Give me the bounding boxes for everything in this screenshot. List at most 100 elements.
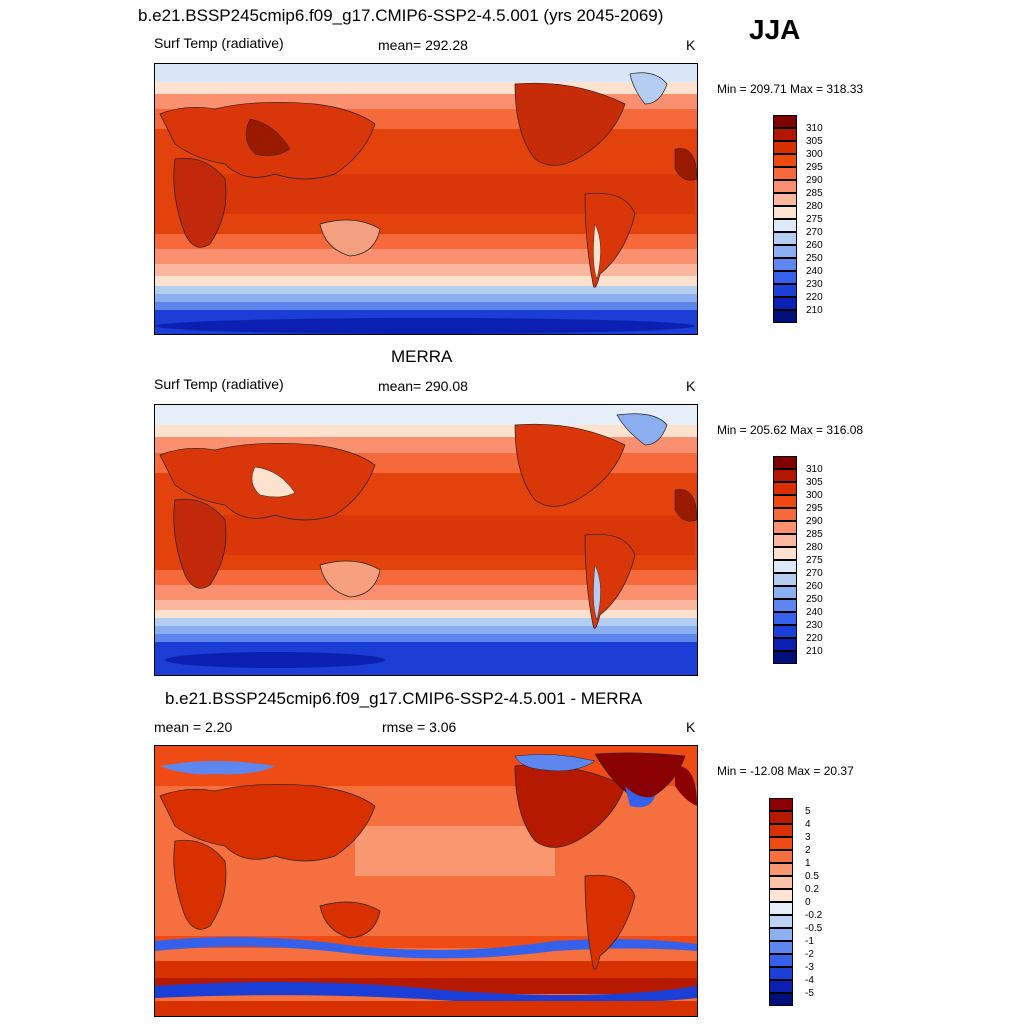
panel1-colorbar-tick-label: 270 xyxy=(806,227,823,238)
panel2-map-field xyxy=(155,405,697,675)
panel2-colorbar-tick-label: 285 xyxy=(806,529,823,540)
panel1-colorbar xyxy=(773,115,797,323)
panel3-colorbar-tick-label: 0 xyxy=(805,897,811,908)
panel2-colorbar-tick-label: 270 xyxy=(806,568,823,579)
panel3-colorbar-box xyxy=(769,798,793,811)
panel2-colorbar-box xyxy=(773,495,797,508)
panel2-colorbar-tick-label: 250 xyxy=(806,594,823,605)
panel2-colorbar-tick-label: 295 xyxy=(806,503,823,514)
panel2-colorbar-box xyxy=(773,599,797,612)
panel2-map xyxy=(154,404,698,676)
panel1-colorbar-tick-label: 295 xyxy=(806,162,823,173)
panel1-colorbar-tick-label: 300 xyxy=(806,149,823,160)
season-label: JJA xyxy=(749,14,801,45)
panel1-colorbar-box xyxy=(773,232,797,245)
panel1-colorbar-tick-label: 240 xyxy=(806,266,823,277)
panel2-colorbar-box xyxy=(773,482,797,495)
panel1-colorbar-box xyxy=(773,284,797,297)
panel2-colorbar-box xyxy=(773,573,797,586)
panel3-map xyxy=(154,745,698,1017)
panel1-colorbar-box xyxy=(773,219,797,232)
panel1-colorbar-box xyxy=(773,206,797,219)
panel3-colorbar-tick-label: -0.5 xyxy=(805,923,823,934)
panel2-colorbar-box xyxy=(773,586,797,599)
panel1-colorbar-box xyxy=(773,180,797,193)
panel1-mean-label: mean= 292.28 xyxy=(378,37,468,53)
panel1-colorbar-tick-label: 290 xyxy=(806,175,823,186)
panel2-colorbar-tick-label: 240 xyxy=(806,607,823,618)
panel2-colorbar-tick-label: 290 xyxy=(806,516,823,527)
panel2-colorbar-box xyxy=(773,508,797,521)
panel2-colorbar-box xyxy=(773,521,797,534)
panel3-colorbar-tick-label: -2 xyxy=(805,949,814,960)
panel1-colorbar-tick-label: 210 xyxy=(806,305,823,316)
panel1-colorbar-box xyxy=(773,115,797,128)
panel2-colorbar-tick-label: 305 xyxy=(806,477,823,488)
panel1-colorbar-box xyxy=(773,193,797,206)
panel3-colorbar-box xyxy=(769,967,793,980)
panel3-colorbar-box xyxy=(769,889,793,902)
panel2-colorbar-box xyxy=(773,469,797,482)
panel1-colorbar-tick-label: 250 xyxy=(806,253,823,264)
panel3-minmax-label: Min = -12.08 Max = 20.37 xyxy=(717,764,854,778)
panel3-colorbar-box xyxy=(769,993,793,1006)
panel1-variable-label: Surf Temp (radiative) xyxy=(154,35,284,51)
panel3-rmse-label: rmse = 3.06 xyxy=(382,719,457,735)
panel1-colorbar-box xyxy=(773,167,797,180)
panel3-colorbar-box xyxy=(769,850,793,863)
panel2-colorbar-tick-label: 310 xyxy=(806,464,823,475)
panel1-colorbar-tick-label: 230 xyxy=(806,279,823,290)
panel2-colorbar-box xyxy=(773,534,797,547)
panel3-colorbar-box xyxy=(769,954,793,967)
panel3-colorbar-tick-label: 0.2 xyxy=(805,884,819,895)
panel2-colorbar-tick-label: 280 xyxy=(806,542,823,553)
panel3-colorbar-tick-label: -5 xyxy=(805,988,814,999)
panel3-colorbar-tick-label: -1 xyxy=(805,936,814,947)
panel1-colorbar-tick-label: 285 xyxy=(806,188,823,199)
panel1-colorbar-tick-label: 305 xyxy=(806,136,823,147)
panel1-title: b.e21.BSSP245cmip6.f09_g17.CMIP6-SSP2-4.… xyxy=(138,6,664,25)
panel3-colorbar-box xyxy=(769,876,793,889)
panel3-colorbar-tick-label: 3 xyxy=(805,832,811,843)
panel3-colorbar-box xyxy=(769,863,793,876)
panel1-colorbar-tick-label: 275 xyxy=(806,214,823,225)
panel1-units-label: K xyxy=(686,37,696,53)
panel2-colorbar-box xyxy=(773,612,797,625)
panel2-mean-label: mean= 290.08 xyxy=(378,378,468,394)
panel2-colorbar-tick-label: 220 xyxy=(806,633,823,644)
panel3-colorbar-tick-label: -0.2 xyxy=(805,910,823,921)
panel2-colorbar-box xyxy=(773,560,797,573)
panel3-colorbar-tick-label: -3 xyxy=(805,962,814,973)
panel2-colorbar-tick-label: 275 xyxy=(806,555,823,566)
panel1-map xyxy=(154,63,698,335)
panel3-colorbar-box xyxy=(769,915,793,928)
panel3-units-label: K xyxy=(686,719,696,735)
panel2-colorbar-tick-label: 230 xyxy=(806,620,823,631)
panel3-colorbar-tick-label: -4 xyxy=(805,975,814,986)
panel1-colorbar-box xyxy=(773,154,797,167)
panel2-colorbar xyxy=(773,456,797,664)
panel3-colorbar-tick-label: 2 xyxy=(805,845,811,856)
panel2-colorbar-box xyxy=(773,456,797,469)
panel2-variable-label: Surf Temp (radiative) xyxy=(154,376,284,392)
panel3-title: b.e21.BSSP245cmip6.f09_g17.CMIP6-SSP2-4.… xyxy=(165,689,643,708)
panel2-colorbar-box xyxy=(773,638,797,651)
panel2-units-label: K xyxy=(686,378,696,394)
panel3-colorbar-box xyxy=(769,928,793,941)
panel1-colorbar-box xyxy=(773,141,797,154)
panel3-colorbar-tick-label: 1 xyxy=(805,858,811,869)
panel3-colorbar-box xyxy=(769,824,793,837)
panel1-colorbar-box xyxy=(773,245,797,258)
panel3-mean-label: mean = 2.20 xyxy=(154,719,233,735)
panel1-colorbar-box xyxy=(773,297,797,310)
panel2-colorbar-tick-label: 300 xyxy=(806,490,823,501)
panel1-map-field xyxy=(155,64,697,334)
panel2-minmax-label: Min = 205.62 Max = 316.08 xyxy=(717,423,864,437)
panel2-colorbar-box xyxy=(773,625,797,638)
panel2-colorbar-box xyxy=(773,651,797,664)
panel1-colorbar-box xyxy=(773,310,797,323)
panel3-colorbar-box xyxy=(769,811,793,824)
panel1-colorbar-tick-label: 280 xyxy=(806,201,823,212)
panel1-colorbar-tick-label: 310 xyxy=(806,123,823,134)
panel2-colorbar-tick-label: 210 xyxy=(806,646,823,657)
